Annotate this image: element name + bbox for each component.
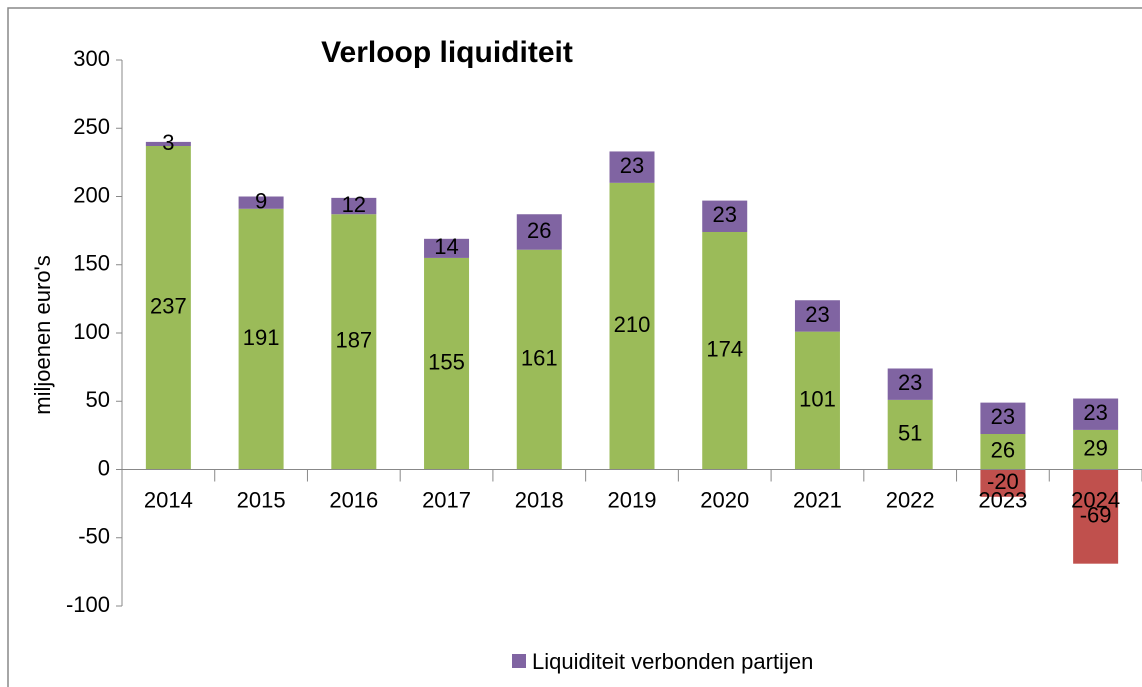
bar-segment — [980, 434, 1026, 470]
y-axis-label: miljoenen euro's — [30, 255, 55, 415]
x-tick-label: 2014 — [144, 487, 193, 512]
bar-segment — [887, 399, 933, 470]
legend-label: Liquiditeit verbonden partijen — [532, 649, 814, 674]
bar-segment — [516, 214, 562, 250]
x-tick-label: 2022 — [886, 487, 935, 512]
bar-segment — [702, 231, 748, 470]
chart-title: Verloop liquiditeit — [321, 36, 573, 69]
y-tick-label: 100 — [73, 319, 110, 344]
bar-segment — [794, 300, 840, 332]
y-tick-label: 200 — [73, 182, 110, 207]
y-tick-label: -100 — [66, 592, 110, 617]
data-label: 12 — [342, 192, 366, 217]
data-label: 174 — [706, 337, 743, 362]
bar-segment — [609, 151, 655, 183]
bar-segment — [794, 331, 840, 470]
bar-segment — [331, 214, 377, 470]
y-tick-label: 0 — [98, 455, 110, 480]
y-tick-label: 300 — [73, 46, 110, 71]
bar-segment — [1073, 469, 1119, 564]
bar-segment — [331, 197, 377, 215]
bar-segment — [238, 208, 284, 470]
data-label: 51 — [898, 421, 922, 446]
data-label: 14 — [434, 234, 458, 259]
data-label: 155 — [428, 350, 465, 375]
x-tick-label: 2016 — [329, 487, 378, 512]
x-tick-label: 2017 — [422, 487, 471, 512]
data-label: -20 — [987, 469, 1019, 494]
x-tick-label: 2015 — [237, 487, 286, 512]
bar-segment — [1073, 429, 1119, 470]
x-tick-label: 2023 — [978, 487, 1027, 512]
data-label: 237 — [150, 294, 187, 319]
x-tick-label: 2021 — [793, 487, 842, 512]
bar-segment — [145, 145, 191, 470]
data-label: 26 — [991, 438, 1015, 463]
data-label: 187 — [335, 328, 372, 353]
bar-segment — [609, 182, 655, 470]
bar-segment — [516, 249, 562, 470]
legend-swatch — [512, 654, 526, 668]
x-tick-label: 2019 — [608, 487, 657, 512]
data-label: 101 — [799, 386, 836, 411]
bar-segment — [980, 402, 1026, 435]
data-label: 23 — [805, 302, 829, 327]
bar-segment — [702, 200, 748, 232]
data-label: 29 — [1083, 436, 1107, 461]
bar-segment — [424, 238, 470, 258]
data-label: 9 — [255, 188, 267, 213]
x-tick-label: 2020 — [700, 487, 749, 512]
y-tick-label: 250 — [73, 114, 110, 139]
bar-segment — [980, 469, 1026, 497]
data-label: 26 — [527, 218, 551, 243]
y-tick-label: -50 — [78, 524, 110, 549]
bar-segment — [1073, 398, 1119, 430]
y-tick-label: 50 — [86, 387, 110, 412]
chart-border — [7, 7, 1142, 687]
data-label: 191 — [243, 325, 280, 350]
bar-segment — [145, 141, 191, 146]
data-label: 23 — [620, 153, 644, 178]
bar-segment — [424, 257, 470, 470]
bar-segment — [238, 196, 284, 209]
bar-segment — [887, 368, 933, 400]
data-label: -69 — [1080, 502, 1112, 527]
x-tick-label: 2018 — [515, 487, 564, 512]
data-label: 23 — [991, 404, 1015, 429]
data-label: 210 — [614, 312, 651, 337]
y-tick-label: 150 — [73, 251, 110, 276]
data-label: 23 — [1083, 400, 1107, 425]
data-label: 161 — [521, 345, 558, 370]
data-label: 23 — [898, 370, 922, 395]
x-tick-label: 2024 — [1071, 487, 1120, 512]
data-label: 23 — [712, 202, 736, 227]
data-label: 3 — [162, 130, 174, 155]
